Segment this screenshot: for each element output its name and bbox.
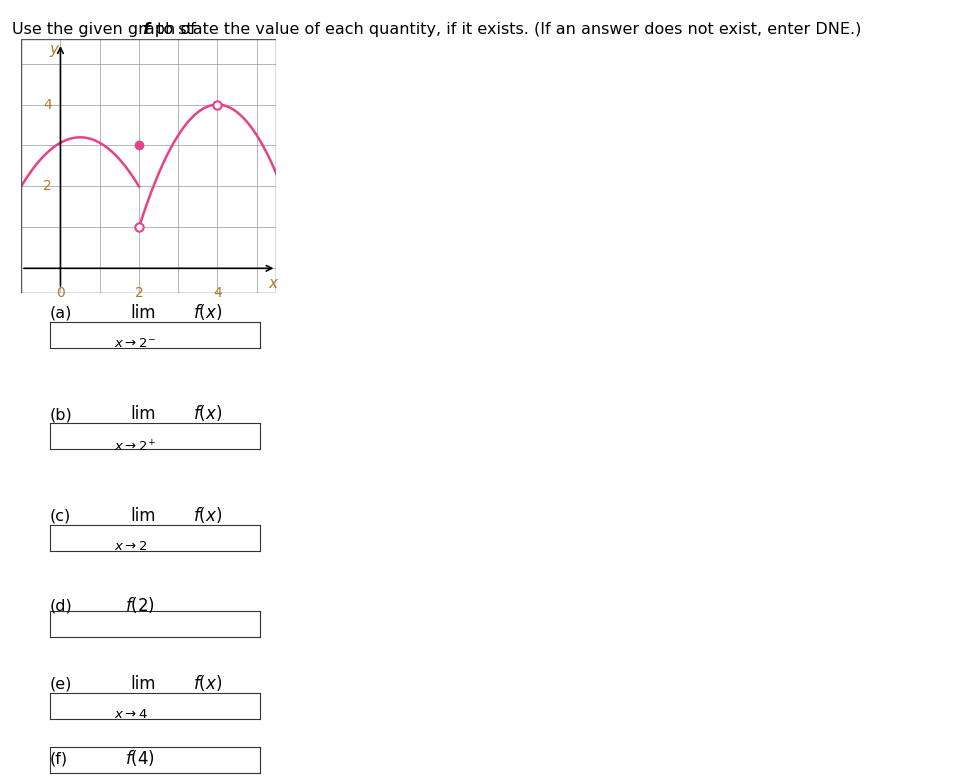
Text: $f(x)$: $f(x)$: [193, 302, 221, 322]
Text: lim: lim: [130, 304, 155, 322]
Text: $x \rightarrow 2^{-}$: $x \rightarrow 2^{-}$: [114, 337, 155, 351]
Text: lim: lim: [130, 405, 155, 423]
Text: (b): (b): [50, 408, 73, 423]
Text: $f(x)$: $f(x)$: [193, 673, 221, 693]
Text: (f): (f): [50, 752, 68, 767]
Text: $x \rightarrow 2$: $x \rightarrow 2$: [114, 540, 147, 554]
Text: (a): (a): [50, 306, 72, 321]
Text: (d): (d): [50, 599, 73, 614]
Text: f: f: [143, 22, 149, 37]
Text: 4: 4: [43, 98, 52, 112]
Text: $x \rightarrow 2^{+}$: $x \rightarrow 2^{+}$: [114, 439, 155, 455]
Text: 2: 2: [135, 286, 143, 299]
Text: lim: lim: [130, 507, 155, 525]
Text: x: x: [268, 276, 277, 291]
Text: 4: 4: [213, 286, 221, 299]
Text: $x \rightarrow 4$: $x \rightarrow 4$: [114, 708, 147, 722]
Text: (c): (c): [50, 509, 71, 524]
Text: y: y: [49, 42, 58, 57]
Text: (e): (e): [50, 677, 72, 692]
Text: $f(x)$: $f(x)$: [193, 505, 221, 525]
Text: to state the value of each quantity, if it exists. (If an answer does not exist,: to state the value of each quantity, if …: [152, 22, 862, 37]
Text: 2: 2: [43, 180, 52, 194]
Text: $f(4)$: $f(4)$: [125, 748, 155, 768]
Text: lim: lim: [130, 675, 155, 693]
Text: Use the given graph of: Use the given graph of: [12, 22, 200, 37]
Text: 0: 0: [56, 286, 65, 299]
Text: $f(x)$: $f(x)$: [193, 404, 221, 423]
Text: $f(2)$: $f(2)$: [125, 595, 155, 615]
